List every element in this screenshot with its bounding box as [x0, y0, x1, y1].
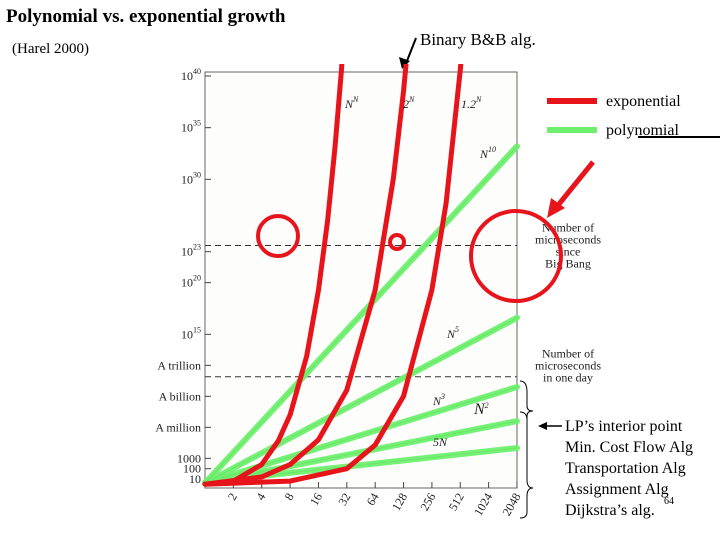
series-line-n-10: [202, 143, 520, 487]
highlight-circle-left: [256, 214, 300, 258]
reference-line-label: microseconds: [535, 359, 601, 373]
x-tick-label: 128: [389, 491, 410, 514]
series-label: N2: [473, 401, 489, 418]
series-line-2-n: [202, 64, 409, 487]
y-tick-label: 1035: [181, 119, 201, 135]
binary-bb-label: Binary B&B alg.: [420, 30, 536, 49]
series-label-base: N: [473, 401, 486, 418]
highlight-circle-small: [388, 233, 406, 251]
series-label-base: N: [432, 394, 442, 408]
y-tick-exponent: 35: [193, 119, 201, 128]
x-tick-label: 256: [417, 491, 438, 514]
reference-line-label: Number of: [542, 347, 594, 361]
series-label-exponent: 2: [485, 401, 489, 410]
series-label-base: 1.2: [461, 97, 476, 111]
y-tick-label: 1020: [181, 274, 201, 290]
y-tick-label: 1040: [181, 67, 201, 83]
plot-frame: [204, 71, 518, 489]
series-label: 2N: [403, 95, 415, 111]
algorithms-brace: [519, 411, 534, 519]
y-tick-exponent: 40: [193, 67, 201, 76]
series-label-base: 2: [403, 97, 409, 111]
y-tick-exponent: 15: [193, 325, 201, 334]
series-label: N3: [432, 392, 445, 408]
x-tick-label: 8: [282, 491, 297, 503]
series-label-exponent: N: [475, 95, 482, 104]
note-item: Dijkstra’s alg.: [565, 502, 655, 519]
y-tick-label: 100: [183, 462, 201, 476]
series-label: 5N: [433, 435, 448, 449]
big-bang-arrow-head: [547, 198, 565, 218]
y-tick-label: 1015: [181, 325, 201, 341]
series-label-base: N: [446, 327, 456, 341]
reference-line-label: Big Bang: [545, 256, 591, 270]
series-label: N5: [446, 325, 459, 341]
y-tick-label: 1030: [181, 170, 201, 186]
series-label-exponent: 3: [440, 392, 445, 401]
series-line-n-2: [202, 418, 520, 487]
y-tick-base: 10: [181, 327, 193, 341]
y-tick-label: 1023: [181, 243, 201, 259]
slide-number: 64: [664, 496, 674, 507]
legend-polynomial-label: polynomial: [606, 122, 679, 139]
y-tick-base: 10: [181, 245, 193, 259]
reference-line-label: microseconds: [535, 232, 601, 246]
note-item: LP’s interior point: [565, 418, 683, 435]
one-day-brace: [519, 380, 534, 430]
algorithm-notes: LP’s interior point Min. Cost Flow Alg T…: [565, 416, 693, 521]
series-label: 1.2N: [461, 95, 482, 111]
series-group: [202, 64, 520, 487]
series-label-base: 5N: [433, 435, 448, 449]
algorithms-arrow-head: [538, 422, 547, 430]
series-line-n-5: [202, 314, 520, 487]
series-label: NN: [344, 95, 359, 111]
x-tick-label: 4: [253, 491, 268, 503]
series-label-base: N: [344, 97, 354, 111]
y-tick-label: 1000: [177, 451, 201, 465]
slide-subtitle: (Harel 2000): [12, 41, 90, 57]
note-item: Assignment Alg: [565, 481, 669, 498]
y-tick-label: A trillion: [157, 358, 201, 372]
note-item: Transportation Alg: [565, 460, 686, 477]
series-line-n-n: [202, 64, 345, 487]
series-label-exponent: N: [408, 95, 415, 104]
x-tick-label: 2048: [499, 491, 523, 519]
series-label-base: N: [479, 147, 489, 161]
y-tick-base: 10: [181, 276, 193, 290]
x-tick-label: 512: [446, 491, 467, 514]
big-bang-arrow-line: [553, 160, 595, 211]
series-label-exponent: 5: [455, 325, 459, 334]
y-tick-label: A million: [155, 420, 201, 434]
y-tick-exponent: 20: [193, 274, 201, 283]
note-item: Min. Cost Flow Alg: [565, 439, 694, 456]
y-tick-exponent: 30: [193, 170, 201, 179]
x-tick-label: 32: [335, 491, 353, 508]
legend-exponential-label: exponential: [606, 93, 681, 110]
y-tick-base: 10: [181, 172, 193, 186]
series-line-1-2-n: [202, 64, 464, 487]
y-tick-exponent: 23: [193, 243, 201, 252]
series-label-exponent: N: [352, 95, 359, 104]
highlight-circle-big-bang: [469, 209, 563, 303]
series-label-exponent: 10: [488, 145, 496, 154]
x-tick-label: 1024: [471, 491, 495, 519]
slide-title: Polynomial vs. exponential growth: [6, 6, 286, 27]
binary-bb-arrow-head: [399, 57, 410, 69]
y-tick-label: 10: [189, 472, 201, 486]
x-tick-label: 2: [225, 491, 240, 503]
x-tick-label: 16: [307, 491, 325, 508]
reference-line-label: in one day: [543, 371, 593, 385]
y-tick-base: 10: [181, 69, 193, 83]
y-tick-base: 10: [181, 121, 193, 135]
y-tick-label: A billion: [159, 389, 201, 403]
x-tick-label: 64: [364, 491, 382, 508]
series-label: N10: [479, 145, 496, 161]
